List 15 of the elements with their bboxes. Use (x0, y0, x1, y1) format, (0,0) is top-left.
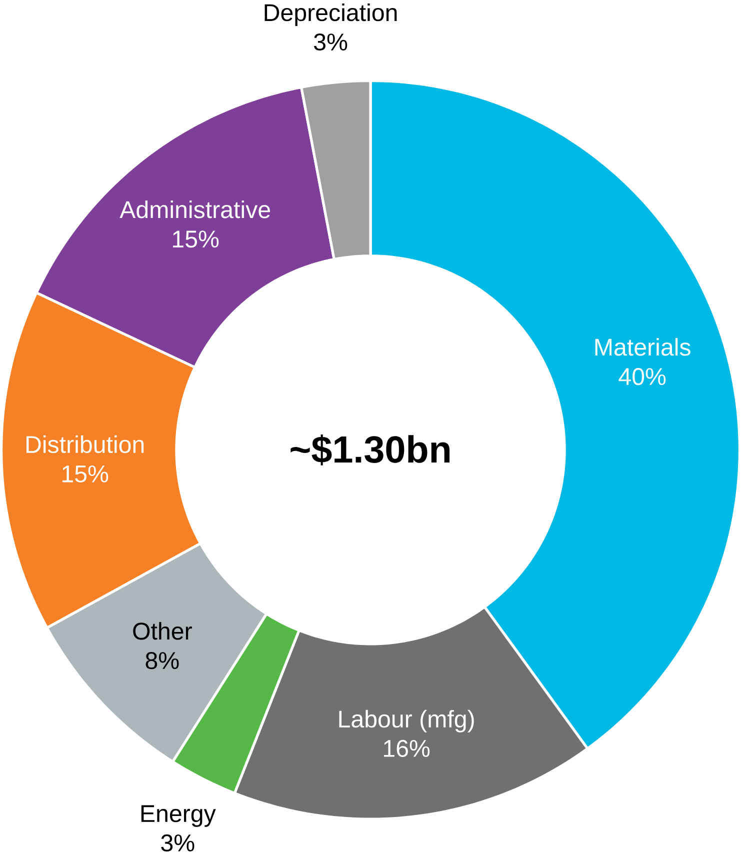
slice-label: Distribution (26, 435, 144, 454)
data-label: 3% (161, 834, 194, 852)
data-label: 3% (314, 33, 348, 51)
data-label: 40% (618, 368, 666, 386)
slice-label: Depreciation (264, 3, 397, 26)
data-label: 8% (146, 652, 179, 670)
data-label: 16% (384, 740, 430, 758)
text: ~$1.30bn (290, 434, 450, 466)
slice-label: Administrative (120, 200, 270, 218)
slice-label: Energy (141, 805, 216, 827)
slice-label: Materials (595, 338, 690, 356)
slice-label: Labour (mfg) (339, 710, 474, 732)
data-label: 15% (173, 230, 219, 248)
data-label: 15% (62, 465, 108, 482)
slice-label: Other (133, 622, 192, 640)
